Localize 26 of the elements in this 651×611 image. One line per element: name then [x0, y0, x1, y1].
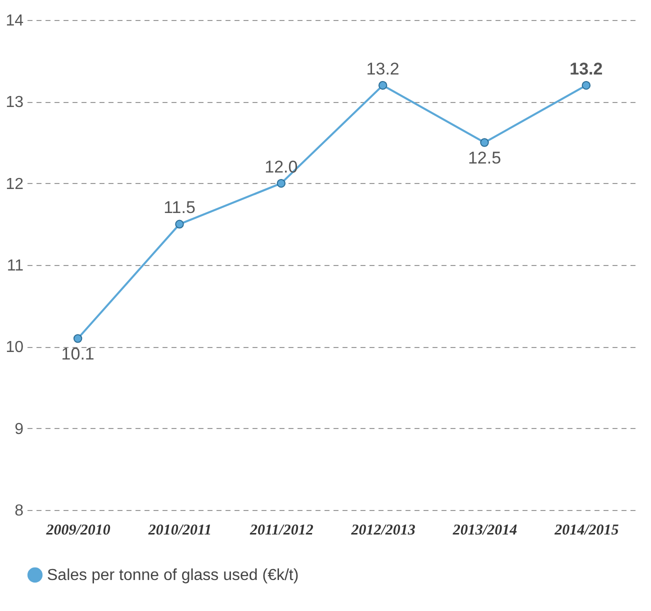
point — [73, 334, 82, 343]
data-label: 10.1 — [61, 344, 94, 364]
point — [378, 80, 388, 90]
x-tick-label: 2011/2012 — [248, 522, 314, 538]
y-tick-label: 8 — [14, 502, 24, 520]
point — [175, 220, 184, 229]
legend-label: Sales per tonne of glass used (€k/t) — [47, 567, 299, 584]
data-label: 13.2 — [570, 59, 603, 78]
point — [480, 138, 489, 147]
y-tick-label: 12 — [6, 176, 24, 193]
x-tick-label: 2010/2011 — [147, 522, 212, 538]
data-label: 13.2 — [366, 59, 400, 78]
x-tick-label: 2014/2015 — [554, 522, 620, 538]
data-label: 11.5 — [164, 198, 196, 218]
data-label: 12.5 — [468, 148, 502, 168]
y-tick-label: 10 — [6, 339, 24, 356]
point — [582, 80, 591, 90]
y-tick-label: 9 — [14, 420, 24, 438]
x-tick-label: 2013/2014 — [452, 522, 518, 538]
data-label: 12.0 — [264, 157, 298, 176]
point — [276, 178, 286, 188]
x-tick-label: 2009/2010 — [45, 522, 111, 538]
y-tick-label: 13 — [6, 94, 24, 112]
y-tick-label: 11 — [6, 258, 24, 274]
x-tick-label: 2012/2013 — [350, 522, 416, 538]
y-tick-label: 14 — [6, 12, 24, 30]
